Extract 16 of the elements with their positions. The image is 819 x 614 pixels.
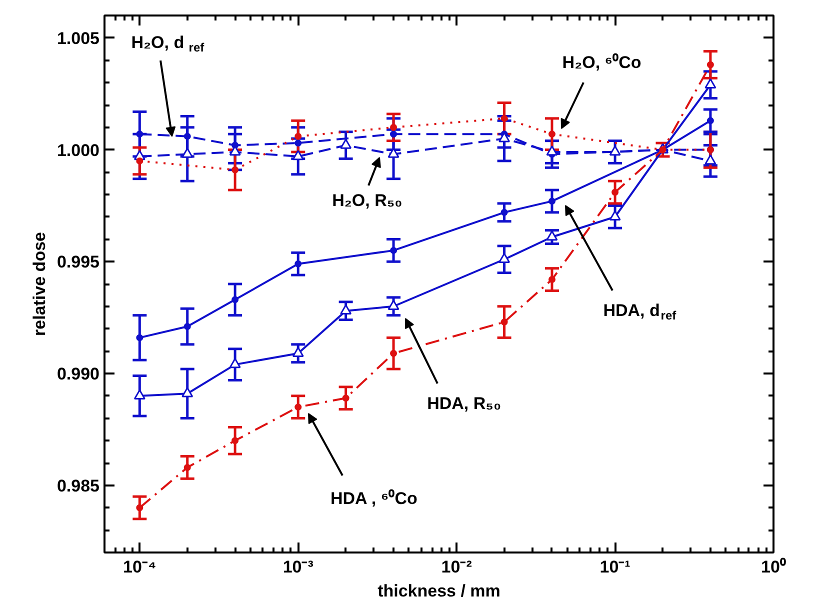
annotation: HDA , ⁶⁰Co bbox=[330, 489, 418, 508]
x-tick-label: 10⁰ bbox=[761, 558, 786, 576]
annotation: H₂O, R₅₀ bbox=[332, 191, 402, 210]
x-tick-label: 10⁻² bbox=[441, 558, 472, 576]
y-tick-label: 1.000 bbox=[56, 140, 100, 160]
annotation: H₂O, ⁶⁰Co bbox=[562, 53, 642, 72]
x-tick-label: 10⁻¹ bbox=[600, 558, 631, 576]
y-tick-label: 0.990 bbox=[56, 364, 100, 384]
x-tick-label: 10⁻⁴ bbox=[122, 558, 156, 576]
y-tick-label: 1.005 bbox=[56, 28, 100, 48]
x-axis-title: thickness / mm bbox=[378, 582, 500, 600]
x-tick-label: 10⁻³ bbox=[282, 558, 314, 576]
annotation: HDA, R₅₀ bbox=[427, 394, 502, 413]
y-tick-label: 0.985 bbox=[56, 476, 100, 496]
y-axis-title: relative dose bbox=[30, 232, 49, 336]
y-tick-label: 0.995 bbox=[56, 252, 100, 272]
